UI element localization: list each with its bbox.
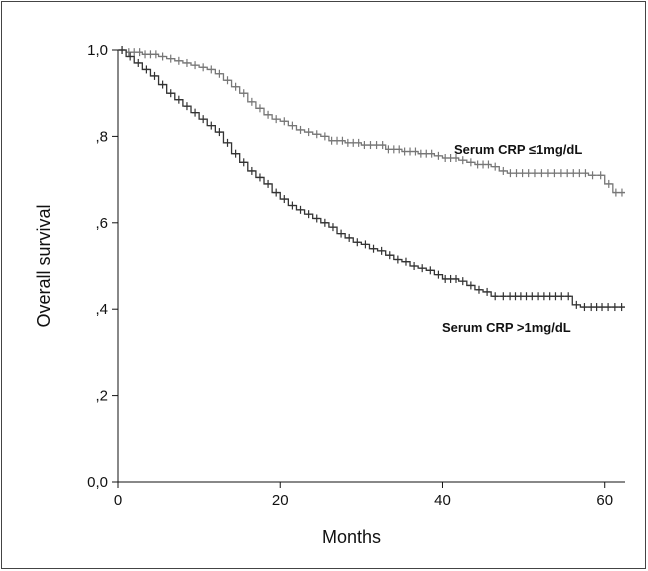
y-tick-label: 0,0 [87, 474, 108, 491]
axes: 0,0 ,2 ,4 ,6 ,8 1,0 0 20 40 60 [87, 42, 625, 509]
y-tick-label: ,8 [95, 128, 108, 145]
x-tick-label: 20 [272, 492, 289, 509]
y-tick-label: ,4 [95, 301, 108, 318]
x-axis-title: Months [322, 527, 381, 547]
curves [118, 46, 625, 312]
x-tick-label: 0 [114, 492, 122, 509]
y-tick-label: ,6 [95, 215, 108, 232]
y-axis-title: Overall survival [34, 204, 54, 327]
curve-label-low-crp: Serum CRP ≤1mg/dL [454, 142, 582, 157]
y-tick-label: 1,0 [87, 42, 108, 59]
y-tick-label: ,2 [95, 388, 108, 405]
x-tick-label: 60 [596, 492, 613, 509]
survival-curve-0 [118, 49, 625, 194]
survival-curve-1 [118, 49, 625, 308]
x-tick-label: 40 [434, 492, 451, 509]
curve-label-high-crp: Serum CRP >1mg/dL [442, 320, 571, 335]
